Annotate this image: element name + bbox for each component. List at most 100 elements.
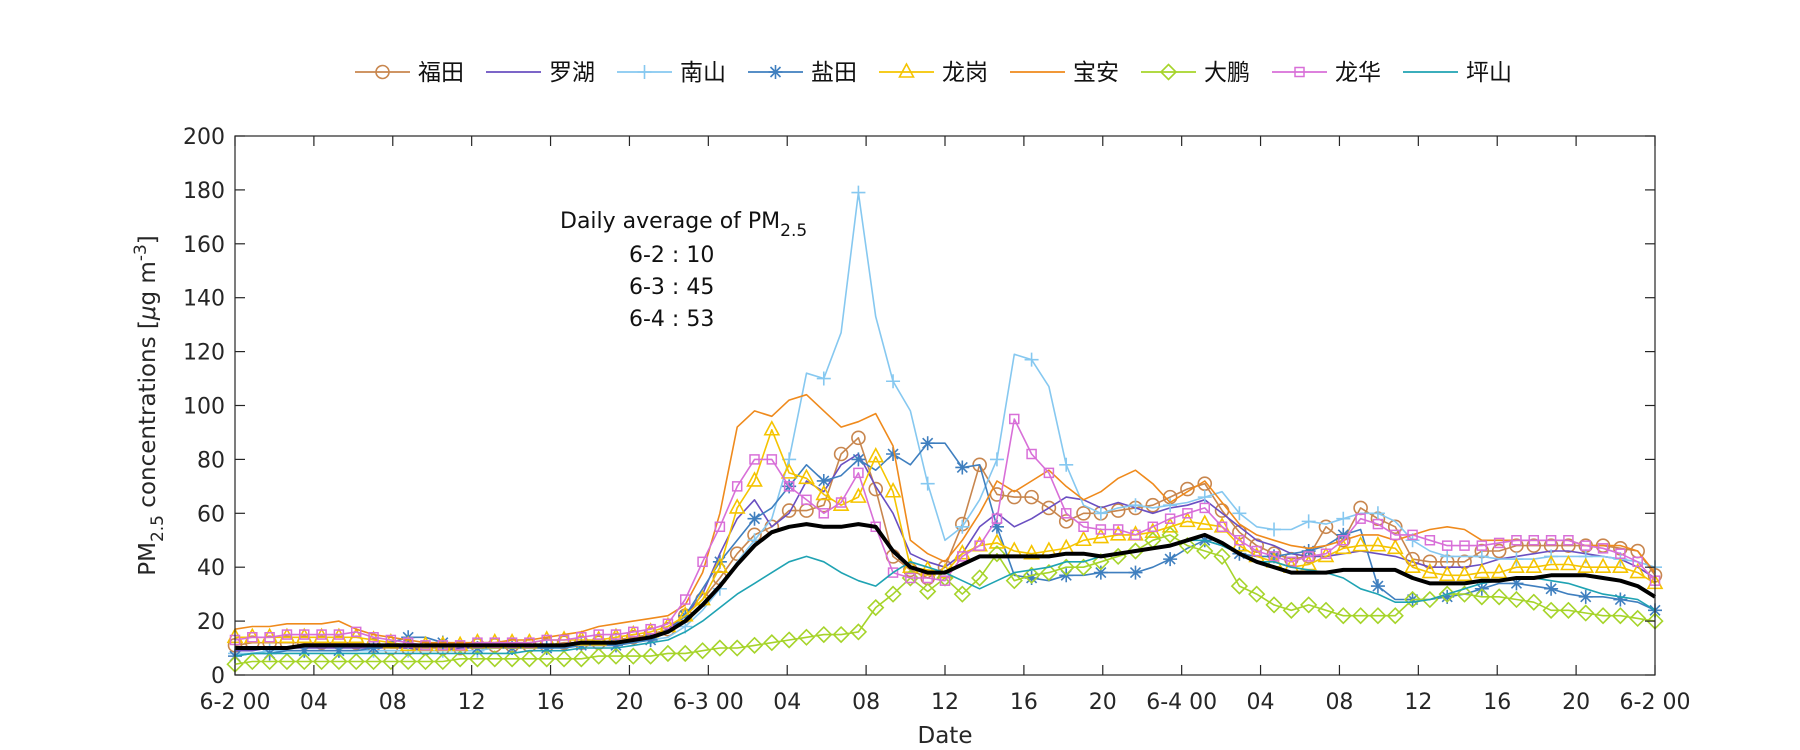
series-marker <box>886 447 901 462</box>
legend-item: 龙岗 <box>879 60 988 86</box>
series-marker <box>711 639 729 657</box>
series-marker <box>1372 518 1384 530</box>
series-marker <box>312 652 331 671</box>
series-marker <box>1232 506 1247 521</box>
x-tick-label: 04 <box>300 690 328 715</box>
annotation-line: 6-4 : 53 <box>629 307 714 332</box>
series-marker <box>1511 535 1522 546</box>
series-marker <box>1075 530 1092 547</box>
series-marker <box>797 628 816 646</box>
series-marker <box>1459 540 1470 551</box>
series-marker <box>747 511 762 526</box>
x-tick-label: 20 <box>1089 690 1117 715</box>
series-marker <box>295 627 313 644</box>
series-marker <box>801 494 812 506</box>
x-tick-label: 08 <box>1325 690 1353 715</box>
series-marker <box>1352 535 1369 552</box>
x-tick-label: 20 <box>1562 690 1590 715</box>
series-marker <box>1474 549 1489 564</box>
series-marker <box>939 575 951 586</box>
series-marker <box>593 629 604 640</box>
series-marker <box>1286 556 1297 568</box>
series-marker <box>1491 543 1507 559</box>
plot-frame <box>234 135 1656 676</box>
series-marker <box>693 642 712 660</box>
y-tick-label: 180 <box>183 179 225 204</box>
x-tick-label: 16 <box>537 690 565 715</box>
series-marker <box>1076 505 1091 521</box>
legend-item: 南山 <box>617 60 726 86</box>
series-marker <box>468 650 487 668</box>
series-marker <box>867 598 885 617</box>
series-marker <box>1179 511 1196 528</box>
series-average <box>235 522 1657 650</box>
y-label-rest: concentrations [ <box>135 320 161 515</box>
series-marker <box>1370 579 1385 594</box>
series-marker <box>1403 590 1422 609</box>
series-marker <box>1542 601 1560 619</box>
series-marker <box>261 652 279 671</box>
series-marker <box>1563 535 1574 546</box>
series-marker <box>1578 589 1593 604</box>
legend-marker <box>1294 66 1305 78</box>
series-line <box>234 393 1656 644</box>
x-tick-label: 6-4 00 <box>1146 690 1217 715</box>
series-marker <box>676 644 694 663</box>
series-marker <box>1112 524 1124 535</box>
x-tick-label: 16 <box>1010 690 1038 715</box>
series-marker <box>1301 514 1316 529</box>
series-marker <box>974 540 985 551</box>
legend-label: 龙岗 <box>942 60 988 86</box>
series-marker <box>1300 596 1318 614</box>
series-marker <box>991 513 1003 524</box>
series-marker <box>1265 596 1283 614</box>
series-marker <box>1612 557 1629 574</box>
series-marker <box>781 503 797 518</box>
series-marker <box>347 652 365 671</box>
series-marker <box>988 545 1006 563</box>
series-marker <box>1230 577 1249 595</box>
series-marker <box>1006 489 1022 505</box>
x-tick-label: 04 <box>773 690 801 715</box>
series-marker <box>1005 572 1023 590</box>
x-tick-label: 12 <box>931 690 959 715</box>
series-marker <box>1334 607 1352 625</box>
series-marker <box>1336 527 1351 542</box>
legend-item: 宝安 <box>1010 60 1119 86</box>
series-marker <box>1493 537 1505 549</box>
x-tick-label: 12 <box>1404 690 1432 715</box>
series-marker <box>1386 538 1404 555</box>
series-marker <box>645 623 656 635</box>
annotation-title: Daily average of PM2.5 <box>560 209 807 241</box>
series-marker <box>1213 547 1231 566</box>
series-marker <box>1440 549 1455 564</box>
series-marker <box>1509 576 1524 591</box>
legend-item: 大鹏 <box>1141 60 1250 86</box>
series-marker <box>1318 519 1334 535</box>
legend-label: 宝安 <box>1073 60 1119 86</box>
series-marker <box>1438 585 1456 603</box>
series-marker <box>1508 557 1525 574</box>
series-marker <box>1370 506 1385 521</box>
annotation-title-prefix: Daily average of PM <box>560 209 780 234</box>
legend-item: 福田 <box>355 60 464 86</box>
series-marker <box>884 482 902 498</box>
series-marker <box>316 629 327 640</box>
legend-item: 罗湖 <box>486 60 595 86</box>
y-tick-label: 20 <box>197 610 225 635</box>
series-marker <box>1282 601 1300 619</box>
series-marker <box>1040 563 1058 582</box>
series-marker <box>953 585 971 603</box>
series-marker <box>1268 551 1280 562</box>
series-marker <box>1594 607 1612 625</box>
series-marker <box>763 634 781 652</box>
series-marker <box>1476 540 1488 551</box>
series-marker <box>610 629 622 640</box>
series-marker <box>1387 519 1403 535</box>
series-marker <box>832 495 850 512</box>
series-marker <box>1597 543 1609 554</box>
y-axis: 0 20 40 60 80 100 120 140 160 180 200 <box>183 125 1655 689</box>
series-marker <box>1092 553 1110 571</box>
series-marker <box>1161 517 1179 533</box>
series-marker <box>851 185 866 200</box>
